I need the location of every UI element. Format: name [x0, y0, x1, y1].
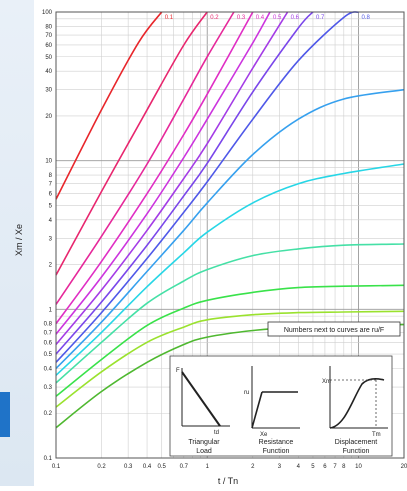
- inset-label-displacement: Displacement: [335, 439, 377, 446]
- curve-0.8: [55, 11, 359, 363]
- x-tick-label: 0.7: [180, 464, 189, 470]
- accent-bar: [0, 392, 10, 437]
- curve-label: 0.5: [273, 15, 282, 21]
- curve-0.3: [55, 11, 235, 305]
- inset-axis-f: F: [176, 368, 180, 374]
- curve-series-12: [55, 310, 405, 408]
- curve-series-11: [55, 284, 405, 397]
- y-tick-label: 80: [45, 24, 52, 30]
- y-tick-label: 100: [42, 10, 53, 16]
- y-axis-label: Xm / Xe: [14, 224, 24, 256]
- inset-label-function-1: Function: [263, 448, 290, 455]
- x-tick-label: 2: [251, 464, 255, 470]
- x-tick-label: 0.4: [143, 464, 152, 470]
- inset-resistance-function: ru Xe Resistance Function: [244, 366, 300, 455]
- y-tick-label: 3: [49, 236, 53, 242]
- x-tick-label: 0.1: [52, 464, 61, 470]
- curve-label: 0.7: [316, 15, 325, 21]
- plot-frame: [55, 11, 405, 459]
- inset-displacement-function: Xm Tm Displacement Function: [322, 366, 388, 455]
- y-tick-label: 0.1: [44, 456, 53, 462]
- x-tick-label: 0.2: [97, 464, 106, 470]
- y-tick-label: 0.6: [44, 340, 53, 346]
- curve-series-10: [55, 243, 405, 384]
- annotation-box: Numbers next to curves are ru/F: [267, 321, 401, 337]
- x-tick-labels: 0.1 0.2 0.3 0.4 0.5 0.7 1 2 3 4 5 6 7 8 10 20: [52, 464, 407, 470]
- x-tick-label: 4: [297, 464, 301, 470]
- y-tick-label: 0.4: [44, 366, 53, 372]
- y-tick-label: 7: [49, 182, 53, 188]
- inset-axis-td: td: [214, 430, 219, 436]
- y-tick-label: 60: [45, 43, 52, 49]
- curve-0.7: [55, 11, 314, 355]
- y-tick-labels: 0.1 0.2 0.3 0.4 0.5 0.6 0.7 0.8 1 2 3 4 5 6 7 8 10 20 30 40…: [42, 10, 53, 462]
- y-tick-label: 50: [45, 55, 52, 61]
- inset-panel: F td Triangular Load ru Xe Resistance Fu…: [169, 355, 393, 457]
- curve-label: 0.4: [256, 15, 265, 21]
- curve-0.2: [55, 11, 208, 276]
- x-tick-label: 6: [323, 464, 327, 470]
- inset-axis-ru: ru: [244, 390, 249, 396]
- y-tick-label: 5: [49, 203, 53, 209]
- x-tick-label: 8: [342, 464, 346, 470]
- curve-series-9: [55, 163, 405, 376]
- inset-label-function-2: Function: [343, 448, 370, 455]
- x-tick-label: 0.3: [124, 464, 133, 470]
- y-tick-label: 2: [49, 263, 53, 269]
- inset-label-triangular: Triangular: [188, 439, 220, 446]
- x-tick-label: 1: [206, 464, 210, 470]
- curve-label: 0.3: [237, 15, 246, 21]
- x-tick-label: 5: [311, 464, 315, 470]
- x-tick-label: 20: [401, 464, 407, 470]
- inset-label-load: Load: [196, 448, 212, 455]
- curve-label: 0.6: [291, 15, 300, 21]
- curve-label: 0.2: [210, 15, 219, 21]
- y-tick-label: 1: [49, 307, 53, 313]
- inset-axis-xm: Xm: [322, 379, 331, 385]
- y-tick-label: 40: [45, 69, 52, 75]
- grid: [55, 11, 405, 459]
- y-tick-label: 20: [45, 114, 52, 120]
- curve-labels: 0.1 0.2 0.3 0.4 0.5 0.6 0.7 0.8: [165, 15, 371, 21]
- y-tick-label: 0.2: [44, 411, 53, 417]
- curve-label: 0.8: [361, 15, 370, 21]
- y-tick-label: 0.3: [44, 385, 53, 391]
- x-tick-label: 3: [278, 464, 282, 470]
- y-tick-label: 0.7: [44, 330, 53, 336]
- x-tick-label: 7: [333, 464, 337, 470]
- curve-label: 0.1: [165, 15, 174, 21]
- inset-triangular-load: F td Triangular Load: [176, 368, 230, 455]
- y-tick-label: 4: [49, 218, 53, 224]
- curve-0.6: [55, 11, 289, 346]
- inset-axis-xe: Xe: [260, 432, 268, 438]
- curve-0.5: [55, 11, 271, 335]
- y-tick-label: 6: [49, 192, 53, 198]
- page-background-strip: [0, 0, 34, 486]
- curve-series-8: [55, 88, 405, 370]
- y-tick-label: 0.5: [44, 352, 53, 358]
- inset-axis-tm: Tm: [372, 432, 381, 438]
- y-tick-label: 10: [45, 159, 52, 165]
- y-tick-label: 70: [45, 33, 52, 39]
- y-tick-label: 8: [49, 173, 53, 179]
- inset-label-resistance: Resistance: [259, 439, 294, 446]
- annotation-text: Numbers next to curves are ru/F: [284, 327, 384, 334]
- curve-0.4: [55, 11, 254, 325]
- x-axis-label: t / Tn: [218, 476, 238, 486]
- y-tick-label: 30: [45, 88, 52, 94]
- y-tick-label: 0.8: [44, 322, 53, 328]
- curve-0.1: [55, 11, 163, 200]
- x-tick-label: 10: [355, 464, 362, 470]
- x-tick-label: 0.5: [158, 464, 167, 470]
